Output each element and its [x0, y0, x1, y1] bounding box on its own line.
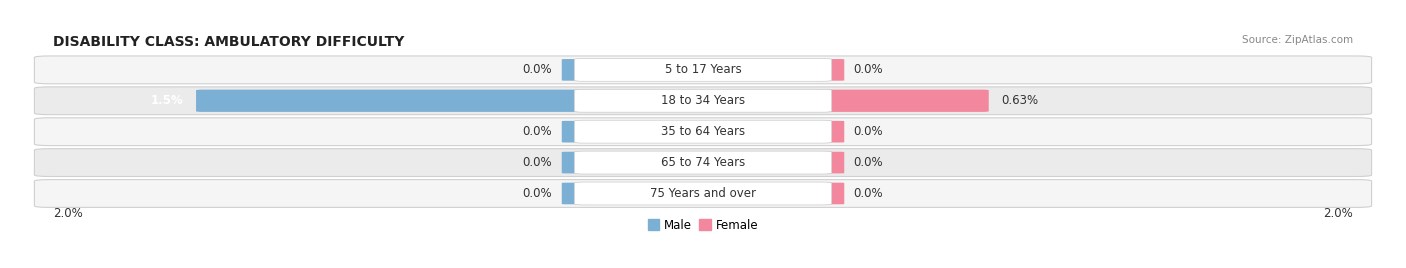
Text: 0.0%: 0.0% — [523, 156, 553, 169]
FancyBboxPatch shape — [34, 149, 1372, 177]
FancyBboxPatch shape — [34, 87, 1372, 115]
Text: 2.0%: 2.0% — [53, 207, 83, 220]
FancyBboxPatch shape — [562, 183, 586, 204]
Text: 5 to 17 Years: 5 to 17 Years — [665, 63, 741, 76]
FancyBboxPatch shape — [574, 151, 832, 174]
Text: 75 Years and over: 75 Years and over — [650, 187, 756, 200]
FancyBboxPatch shape — [574, 89, 832, 112]
FancyBboxPatch shape — [34, 118, 1372, 146]
Text: 0.0%: 0.0% — [523, 63, 553, 76]
Text: 0.0%: 0.0% — [523, 187, 553, 200]
Text: 0.0%: 0.0% — [853, 187, 883, 200]
Legend: Male, Female: Male, Female — [643, 214, 763, 236]
FancyBboxPatch shape — [34, 180, 1372, 207]
Text: DISABILITY CLASS: AMBULATORY DIFFICULTY: DISABILITY CLASS: AMBULATORY DIFFICULTY — [53, 35, 405, 49]
FancyBboxPatch shape — [820, 121, 844, 143]
FancyBboxPatch shape — [562, 121, 586, 143]
FancyBboxPatch shape — [574, 182, 832, 205]
Text: 65 to 74 Years: 65 to 74 Years — [661, 156, 745, 169]
FancyBboxPatch shape — [820, 183, 844, 204]
Text: 18 to 34 Years: 18 to 34 Years — [661, 94, 745, 107]
Text: 0.0%: 0.0% — [853, 125, 883, 138]
FancyBboxPatch shape — [562, 59, 586, 81]
FancyBboxPatch shape — [34, 56, 1372, 84]
FancyBboxPatch shape — [820, 59, 844, 81]
FancyBboxPatch shape — [195, 90, 591, 112]
Text: 0.0%: 0.0% — [853, 156, 883, 169]
FancyBboxPatch shape — [815, 90, 988, 112]
Text: 1.5%: 1.5% — [150, 94, 184, 107]
Text: 0.0%: 0.0% — [853, 63, 883, 76]
FancyBboxPatch shape — [562, 152, 586, 173]
FancyBboxPatch shape — [574, 58, 832, 81]
FancyBboxPatch shape — [574, 120, 832, 143]
Text: 2.0%: 2.0% — [1323, 207, 1353, 220]
Text: Source: ZipAtlas.com: Source: ZipAtlas.com — [1241, 35, 1353, 45]
Text: 0.0%: 0.0% — [523, 125, 553, 138]
FancyBboxPatch shape — [820, 152, 844, 173]
Text: 35 to 64 Years: 35 to 64 Years — [661, 125, 745, 138]
Text: 0.63%: 0.63% — [1001, 94, 1039, 107]
